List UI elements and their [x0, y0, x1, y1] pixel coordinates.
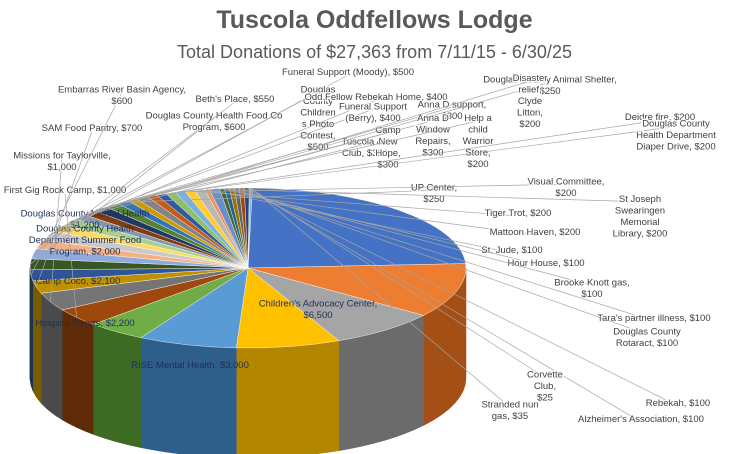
- slice-label-st-jude: St. Jude, $100: [481, 245, 542, 256]
- slice-label-douglas-county-health-department-summer-food-program: Douglas County Health Department Summer F…: [29, 224, 141, 258]
- slice-label-embarras-river-basin-agency: Embarras River Basin Agency, $600: [58, 84, 186, 107]
- leader-line-tuscola-art-club: [79, 143, 366, 218]
- leader-line-corvette-club: [249, 187, 546, 378]
- slice-label-douglas-county-childrens-photo-contest: Douglas County Children s Photo Contest, $500: [300, 84, 335, 153]
- leader-line-st-joseph-swearingen-memorial-library: [214, 188, 641, 203]
- leader-line-tiger-trot: [189, 190, 519, 217]
- leader-line-mattoon-haven: [199, 189, 536, 236]
- slice-label-beth-s-place: Beth's Place, $550: [196, 94, 275, 105]
- leader-line-funeral-support-moody: [39, 74, 349, 245]
- slice-label-douglas-county-health-department-diaper-drive: Douglas County Health Department Diaper Dr…: [636, 119, 716, 153]
- slice-douglas-county-health-department-summer-food-program: [140, 267, 249, 349]
- chart-subtitle: Total Donations of $27,363 from 7/11/15 …: [177, 42, 572, 62]
- leader-line-tara-s-partner-illness: [231, 187, 655, 322]
- slice-label-alzheimer-s-association: Alzheimer's Association, $100: [578, 414, 704, 425]
- leader-line-camp-new-hope: [89, 132, 389, 214]
- pie-sides: [29, 267, 467, 454]
- leader-line-stranded-nun-gas: [251, 187, 511, 408]
- slice-label-up-center: UP Center, $250: [411, 182, 457, 205]
- slice-side-douglas-county-health-department-summer-food-program: [140, 337, 237, 454]
- slice-rise-mental-health: [247, 263, 467, 316]
- slice-label-tiger-trot: Tiger Trot, $200: [485, 208, 552, 219]
- slice-label-anna-d-window-repairs: Anna D Window Repairs, $300: [415, 113, 450, 159]
- leader-line-embarras-river-basin-agency: [30, 92, 123, 276]
- slice-label-douglas-county-animal-shelter: Douglas County Animal Shelter, $250: [483, 74, 617, 97]
- slice-label-hospice-hearts: Hospice Hearts, $2,200: [35, 318, 134, 329]
- slice-label-brooke-knott-gas: Brooke Knott gas, $100: [554, 277, 630, 300]
- leader-line-up-center: [123, 189, 435, 203]
- slice-side-camp-coco: [236, 340, 340, 454]
- slice-label-missions-for-taylorville: Missions for Taylorville, $1,000: [13, 150, 111, 173]
- slice-label-hour-house: Hour House, $100: [507, 258, 584, 269]
- slice-label-visual-committee: Visual Committee, $200: [528, 176, 605, 199]
- slice-label-corvette-club: Corvette Club, $25: [527, 370, 563, 404]
- leader-line-disaster-relief-clyde-litton: [152, 80, 531, 197]
- slice-labels: Children's Advocacy Center, $6,500 RISE Me…: [3, 66, 718, 427]
- leader-line-douglas-county-rotaract: [236, 187, 648, 335]
- leader-line-rebekah: [241, 187, 679, 407]
- slice-side-douglas-county-mental-health: [92, 323, 142, 448]
- slice-label-deidre-fire: Deidre fire, $200: [625, 112, 695, 123]
- slice-label-odd-fellow-rebekah-home: Odd Fellow Rebekah Home, $400: [304, 92, 447, 103]
- leader-line-missions-for-taylorville: [50, 158, 63, 302]
- slice-side-embarras-river-basin-agency: [29, 269, 34, 391]
- slice-label-douglas-county-rotaract: Douglas County Rotaract, $100: [613, 326, 681, 349]
- slice-label-rebekah: Rebekah, $100: [646, 398, 710, 409]
- leader-line-deidre-fire: [161, 119, 661, 195]
- slice-label-camp-coco: Camp Coco, $2,100: [36, 276, 121, 287]
- slice-label-first-gig-rock-camp: First Gig Rock Camp, $1,000: [4, 185, 127, 196]
- pie-top: [29, 187, 467, 349]
- slice-label-douglas-county-health-food-co-program: Douglas County Health Food Co Program, $6…: [146, 110, 283, 133]
- leader-line-douglas-county-health-department-diaper-drive: [170, 126, 677, 194]
- slice-label-st-joseph-swearingen-memorial-library: St Joseph Swearingen Memorial Library, $200: [613, 194, 668, 240]
- slice-label-funeral-support-berry: Funeral Support (Berry), $400: [339, 101, 407, 124]
- slice-hospice-hearts: [247, 267, 425, 341]
- slice-camp-coco: [236, 267, 340, 349]
- slice-label-disaster-relief-clyde-litton: Disaster relief, Clyde Litton, $200: [513, 73, 548, 130]
- leader-line-help-a-child-warrior-store: [132, 120, 479, 201]
- slice-label-funeral-support-moody: Funeral Support (Moody), $500: [282, 67, 414, 78]
- slice-label-children-s-advocacy-center: Children's Advocacy Center, $6,500: [259, 298, 378, 321]
- slice-label-douglas-county-mental-health: Douglas County Mental Health $1,200: [21, 208, 150, 231]
- slice-label-tara-s-partner-illness: Tara's partner illness, $100: [597, 313, 710, 324]
- slice-label-mattoon-haven: Mattoon Haven, $200: [490, 227, 581, 238]
- slice-label-help-a-child-warrior-store: Help a child Warrior Store, $200: [463, 113, 494, 170]
- leader-line-alzheimer-s-association: [246, 187, 642, 423]
- leader-line-first-gig-rock-camp: [64, 192, 77, 318]
- chart-title: Tuscola Oddfellows Lodge: [216, 6, 533, 34]
- slice-label-stranded-nun-gas: Stranded nun gas, $35: [481, 399, 538, 422]
- slice-label-rise-mental-health: RISE Mental Health, $3,000: [131, 360, 249, 371]
- slice-side-missions-for-taylorville: [40, 292, 63, 421]
- slice-side-sam-food-pantry: [32, 280, 42, 404]
- leader-line-brooke-knott-gas: [226, 188, 593, 286]
- leader-line-douglas-county-health-food-co-program: [30, 117, 215, 265]
- slice-label-sam-food-pantry: SAM Food Pantry, $700: [42, 123, 143, 134]
- leader-line-beth-s-place: [33, 101, 236, 255]
